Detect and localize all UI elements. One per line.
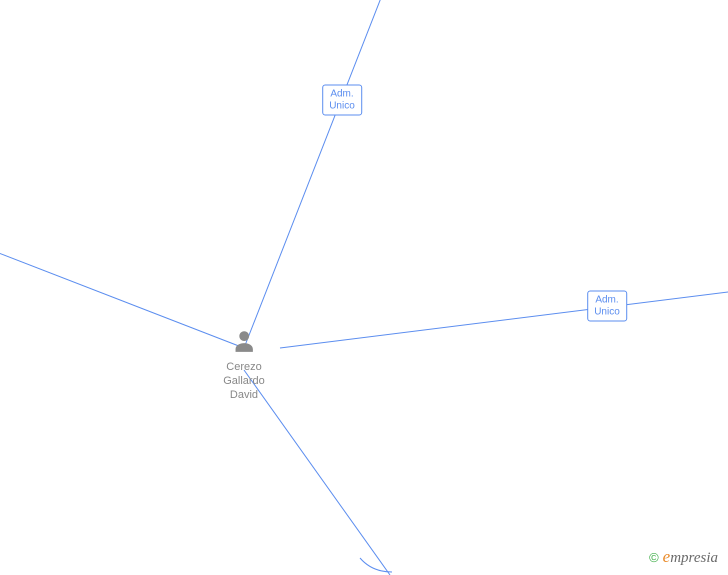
network-canvas[interactable]	[0, 0, 728, 575]
copyright: © empresia	[649, 547, 718, 567]
person-label: Cerezo Gallardo David	[223, 361, 265, 402]
edge	[244, 370, 390, 575]
edge	[244, 0, 388, 348]
person-icon	[231, 328, 257, 354]
edge-label[interactable]: Adm. Unico	[322, 85, 362, 116]
brand-rest: mpresia	[670, 550, 718, 566]
edge	[360, 558, 392, 572]
copyright-symbol: ©	[649, 550, 659, 565]
edge	[0, 238, 244, 348]
edge	[280, 288, 728, 348]
brand-logo: empresia	[663, 547, 718, 567]
edge-label[interactable]: Adm. Unico	[587, 291, 627, 322]
person-node[interactable]: Cerezo Gallardo David	[223, 328, 265, 402]
